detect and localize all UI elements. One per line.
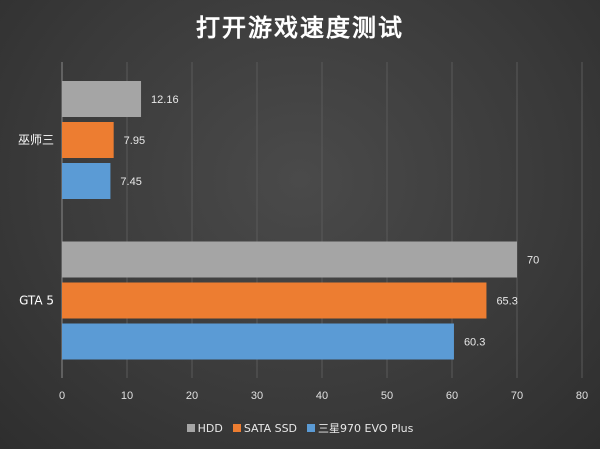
x-tick-label: 20 xyxy=(186,390,198,402)
legend-swatch xyxy=(232,424,241,432)
bar xyxy=(62,282,487,319)
category-label: GTA 5 xyxy=(19,294,54,308)
x-tick-label: 40 xyxy=(316,390,328,402)
data-label: 7.45 xyxy=(120,176,141,188)
x-tick-label: 10 xyxy=(121,390,133,402)
legend-item: 三星970 EVO Plus xyxy=(307,420,413,436)
legend-item: SATA SSD xyxy=(232,420,298,436)
x-tick-label: 50 xyxy=(381,390,393,402)
data-label: 60.3 xyxy=(464,337,485,349)
legend-label: SATA SSD xyxy=(243,421,298,435)
legend-item: HDD xyxy=(186,420,223,436)
legend-swatch xyxy=(186,424,195,432)
data-label: 65.3 xyxy=(496,296,517,308)
x-tick-label: 80 xyxy=(576,390,588,402)
x-tick-label: 0 xyxy=(59,390,65,402)
chart-legend: HDD SATA SSD 三星970 EVO Plus xyxy=(0,420,600,436)
legend-label: HDD xyxy=(197,421,223,435)
x-tick-label: 60 xyxy=(446,390,458,402)
category-label: 巫师三 xyxy=(18,133,54,147)
data-label: 12.16 xyxy=(151,94,179,106)
bar xyxy=(62,163,111,199)
data-label: 70 xyxy=(527,255,539,267)
legend-swatch xyxy=(307,424,316,432)
chart-title: 打开游戏速度测试 xyxy=(196,13,404,42)
legend-label: 三星970 EVO Plus xyxy=(318,422,414,435)
bar xyxy=(62,323,454,360)
bar xyxy=(62,122,114,158)
bar xyxy=(62,81,142,117)
x-tick-label: 70 xyxy=(511,390,523,402)
bar xyxy=(62,241,517,278)
x-tick-label: 30 xyxy=(251,390,263,402)
data-label: 7.95 xyxy=(124,135,145,147)
